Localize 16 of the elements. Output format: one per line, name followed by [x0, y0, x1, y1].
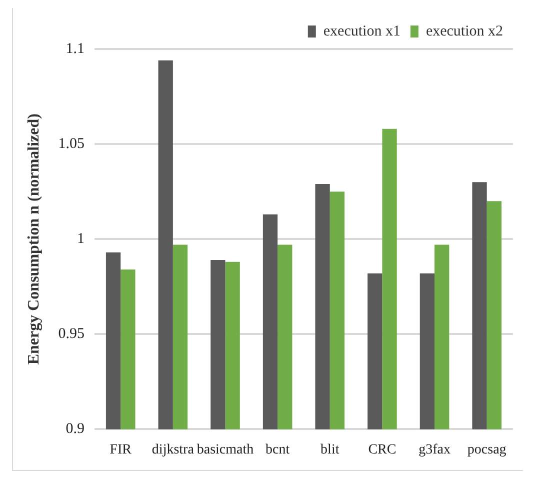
- x-tick-label: dijkstra: [152, 442, 195, 458]
- x-tick-label: basicmath: [196, 442, 254, 458]
- x-tick-label: g3fax: [418, 442, 450, 458]
- y-tick-label: 1.05: [58, 136, 84, 152]
- x-tick-label: FIR: [110, 442, 132, 458]
- y-tick-label: 0.95: [58, 326, 84, 342]
- y-axis-title: Energy Consumption n (normalized): [26, 114, 43, 365]
- x-tick-label: blit: [320, 442, 340, 458]
- x-tick-label: CRC: [368, 442, 396, 458]
- x-tick-label: pocsag: [467, 442, 506, 458]
- legend-label: execution x2: [426, 23, 504, 40]
- x-tick-label: bcnt: [266, 442, 290, 458]
- y-tick-label: 1.1: [66, 40, 84, 57]
- y-tick-label: 0.9: [66, 421, 84, 438]
- legend-label: execution x1: [323, 23, 400, 40]
- y-tick-label: 1: [76, 231, 84, 248]
